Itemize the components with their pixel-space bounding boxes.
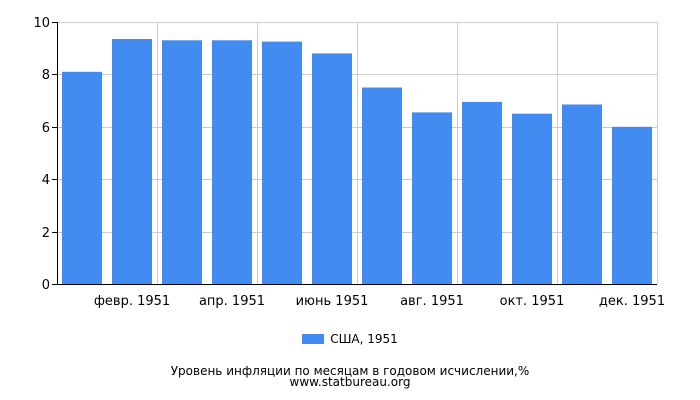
y-tick-label: 4 <box>42 173 50 188</box>
bar-8[interactable] <box>412 112 452 285</box>
bar-3[interactable] <box>162 40 202 284</box>
bar-12[interactable] <box>612 126 652 284</box>
legend-swatch <box>302 334 325 344</box>
x-tick-label: июнь 1951 <box>296 294 369 309</box>
bar-2[interactable] <box>112 39 152 284</box>
bar-10[interactable] <box>512 113 552 284</box>
x-tick-label: окт. 1951 <box>500 294 565 309</box>
x-tick-label: авг. 1951 <box>400 294 464 309</box>
x-axis-tick-labels: февр. 1951 апр. 1951 июнь 1951 авг. 1951 окт… <box>94 294 665 309</box>
y-tick-label: 2 <box>42 226 50 241</box>
y-tick-label: 10 <box>33 16 50 31</box>
chart-title: Уровень инфляции по месяцам в годовом ис… <box>170 364 530 378</box>
bar-4[interactable] <box>212 40 252 284</box>
x-tick-label: дек. 1951 <box>599 294 665 309</box>
axes <box>52 22 657 285</box>
bar-6[interactable] <box>312 53 352 285</box>
source-link[interactable]: www.statbureau.org <box>289 375 411 389</box>
bar-5[interactable] <box>262 41 302 284</box>
x-tick-label: апр. 1951 <box>199 294 265 309</box>
legend: США, 1951 <box>0 332 700 346</box>
bar-7[interactable] <box>362 87 402 285</box>
y-tick-label: 6 <box>42 121 50 136</box>
bars-group <box>62 39 652 285</box>
y-tick-label: 8 <box>42 68 50 83</box>
bar-1[interactable] <box>62 71 102 284</box>
grid-lines <box>57 22 658 284</box>
legend-label: США, 1951 <box>330 332 398 346</box>
bar-9[interactable] <box>462 101 502 285</box>
y-tick-label: 0 <box>42 278 50 293</box>
bar-11[interactable] <box>562 104 602 285</box>
x-tick-label: февр. 1951 <box>94 294 170 309</box>
y-axis-tick-labels: 0 2 4 6 8 10 <box>33 16 50 293</box>
